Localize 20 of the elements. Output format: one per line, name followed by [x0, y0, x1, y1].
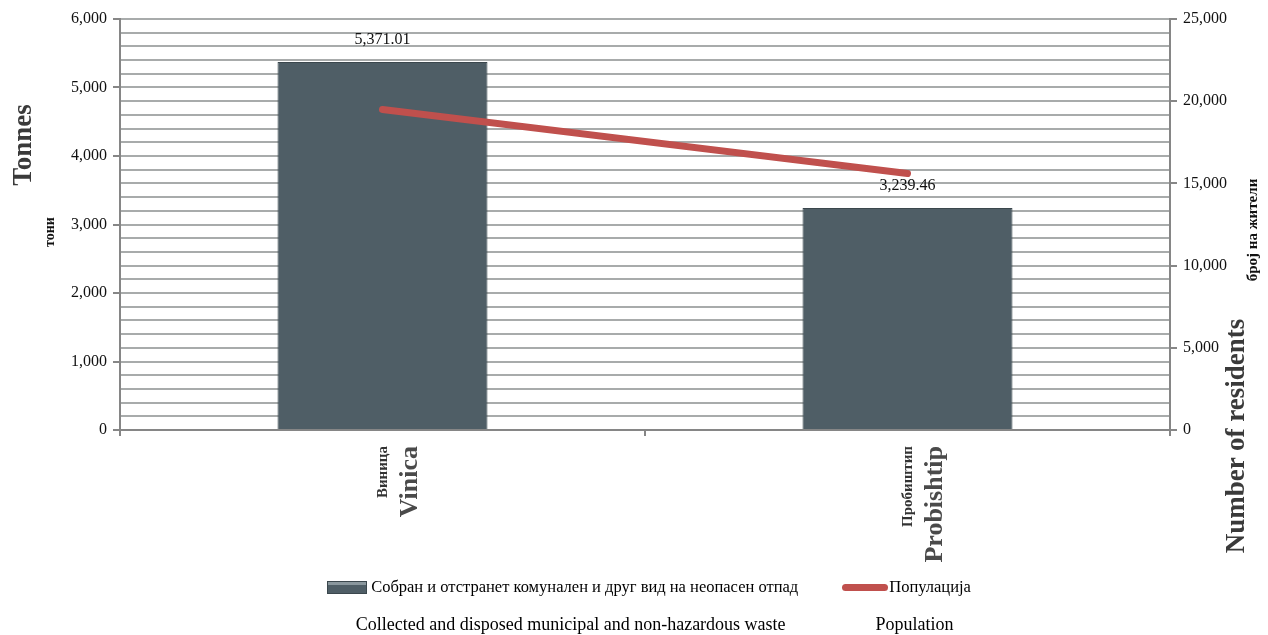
y-tick-label: 0 — [99, 420, 107, 438]
x-tick-label: Пробиштип Probishtip — [899, 445, 949, 563]
y2-tick-label: 5,000 — [1183, 338, 1219, 355]
legend-label: Популација Population — [874, 576, 971, 635]
y2-tick-label: 0 — [1183, 420, 1191, 438]
y2-tick-label: 20,000 — [1183, 91, 1227, 109]
y-tick-label: 5,000 — [71, 77, 107, 95]
y2-tick-label: 25,000 — [1183, 9, 1227, 27]
y2-tick-label: 15,000 — [1183, 173, 1227, 191]
y-tick-label: 2,000 — [71, 283, 107, 301]
y-tick-label: 4,000 — [71, 146, 107, 164]
y-tick-label: 1,000 — [71, 351, 107, 369]
legend-label: Собран и отстранет комунален и друг вид на неопасен отпад Collected and disposed municipal and non-hazardous waste — [354, 576, 799, 635]
y-tick-label: 3,000 — [71, 214, 107, 232]
data-label: 3,239.46 — [879, 176, 936, 194]
data-label: 5,371.01 — [354, 30, 411, 48]
x-tick-label: Виница Vinica — [374, 445, 424, 518]
y-axis-title: Tonnes тони — [6, 104, 57, 247]
y-tick-label: 6,000 — [71, 9, 107, 27]
y2-tick-label: 10,000 — [1183, 255, 1227, 273]
